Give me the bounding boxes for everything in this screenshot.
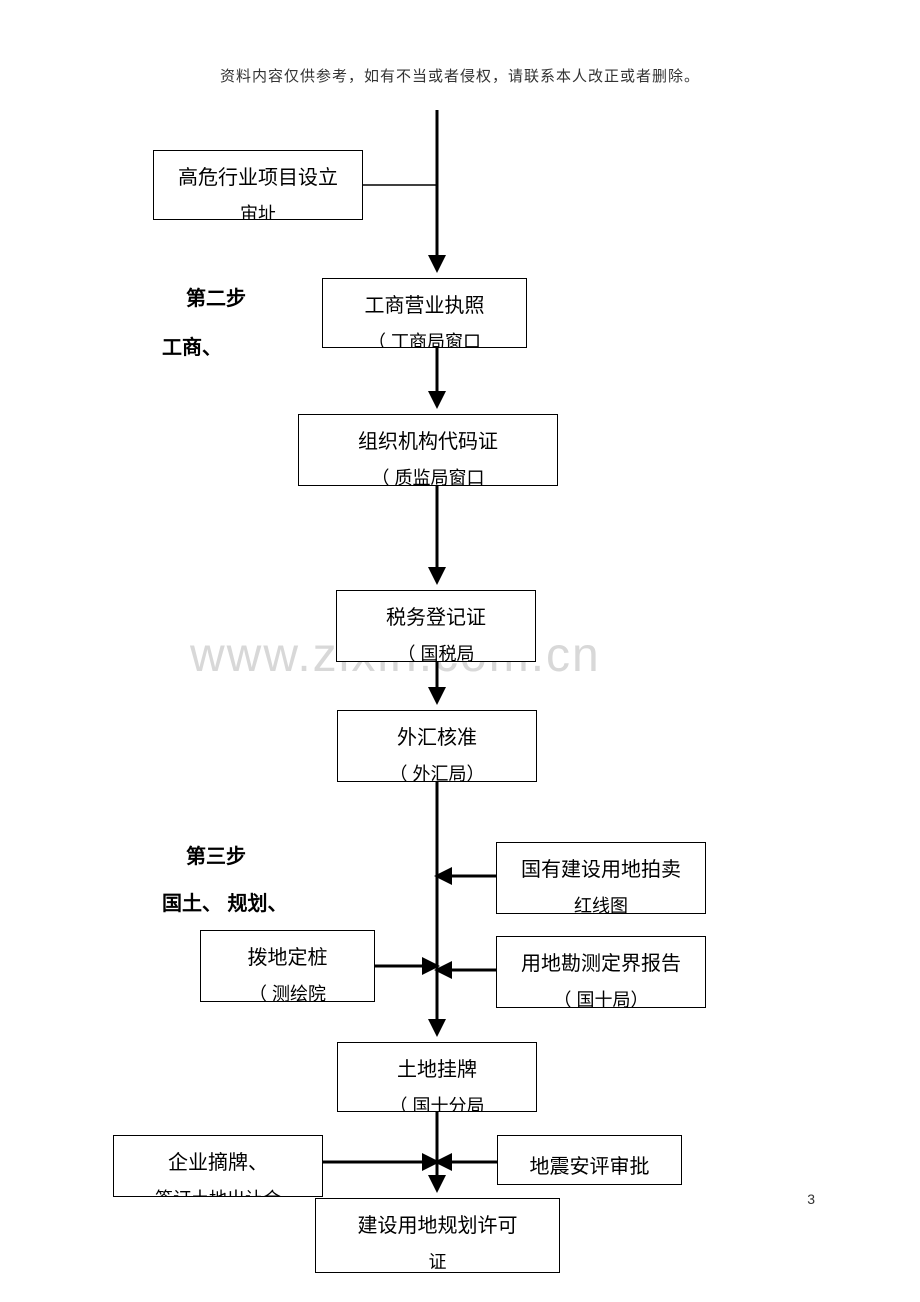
node-title: 用地勘测定界报告	[497, 937, 705, 976]
node-title: 地震安评审批	[498, 1136, 681, 1179]
node-land-listing: 土地挂牌 （ 国十分局	[337, 1042, 537, 1112]
node-enterprise-delisting: 企业摘牌、 签订土地出让合	[113, 1135, 323, 1197]
node-sub: 宙址	[154, 190, 362, 220]
node-sub: 证	[316, 1238, 559, 1273]
node-sub: 红线图	[497, 882, 705, 914]
step3-label: 第三步	[186, 840, 246, 869]
node-title: 企业摘牌、	[114, 1136, 322, 1175]
step3-sublabel: 国土、 规划、	[162, 887, 288, 916]
node-title: 高危行业项目设立	[154, 151, 362, 190]
node-construction-land-permit: 建设用地规划许可 证	[315, 1198, 560, 1273]
node-title: 拨地定桩	[201, 931, 374, 970]
node-tax-registration: 税务登记证 （ 国税局	[336, 590, 536, 662]
node-sub: （ 质监局窗口	[299, 454, 557, 486]
node-forex-approval: 外汇核准 （ 外汇局）	[337, 710, 537, 782]
node-title: 土地挂牌	[338, 1043, 536, 1082]
node-title: 工商营业执照	[323, 279, 526, 318]
node-land-survey-report: 用地勘测定界报告 （ 国十局）	[496, 936, 706, 1008]
node-seismic-approval: 地震安评审批	[497, 1135, 682, 1185]
node-sub: 签订土地出让合	[114, 1175, 322, 1197]
node-sub: （ 丁商局窗口	[323, 318, 526, 348]
step2-sublabel: 工商、	[162, 331, 222, 360]
node-org-code-cert: 组织机构代码证 （ 质监局窗口	[298, 414, 558, 486]
step2-label: 第二步	[186, 282, 246, 311]
node-title: 外汇核准	[338, 711, 536, 750]
node-sub: （ 测绘院	[201, 970, 374, 1002]
node-sub: （ 外汇局）	[338, 750, 536, 782]
node-title: 组织机构代码证	[299, 415, 557, 454]
node-sub: （ 国税局	[337, 630, 535, 662]
node-high-risk-setup: 高危行业项目设立 宙址	[153, 150, 363, 220]
node-title: 国有建设用地拍卖	[497, 843, 705, 882]
node-land-auction: 国有建设用地拍卖 红线图	[496, 842, 706, 914]
node-sub: （ 国十分局	[338, 1082, 536, 1112]
node-sub: （ 国十局）	[497, 976, 705, 1008]
node-title: 税务登记证	[337, 591, 535, 630]
node-business-license: 工商营业执照 （ 丁商局窗口	[322, 278, 527, 348]
node-title: 建设用地规划许可	[316, 1199, 559, 1238]
node-land-allocation: 拨地定桩 （ 测绘院	[200, 930, 375, 1002]
